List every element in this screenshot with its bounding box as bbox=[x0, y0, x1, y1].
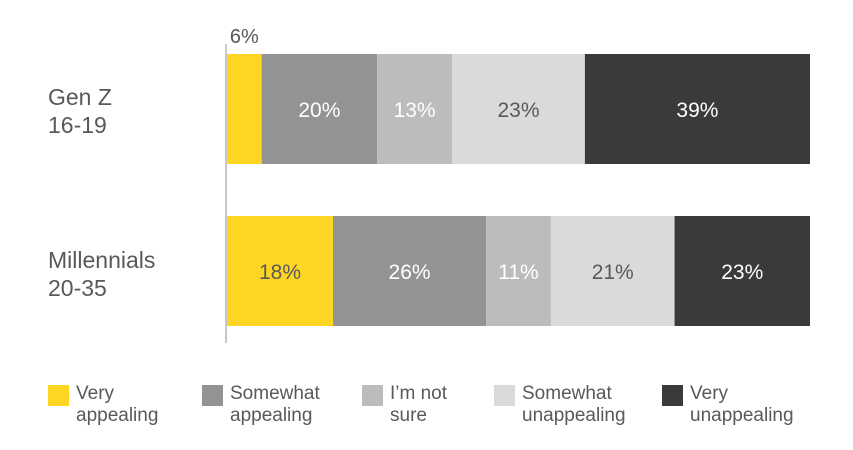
data-label-millennials-very-unappealing: 23% bbox=[721, 261, 763, 284]
category-label-millennials: Millennials 20-35 bbox=[48, 246, 218, 302]
bar-millennials-somewhat-unappealing bbox=[550, 216, 675, 326]
legend-swatch-not-sure bbox=[362, 385, 383, 406]
legend-swatch-very-unappealing bbox=[662, 385, 683, 406]
bar-gen-z-somewhat-appealing bbox=[261, 54, 378, 164]
legend-label-very-appealing-line2: appealing bbox=[76, 405, 159, 426]
legend-label-very-appealing-line1: Very bbox=[76, 383, 115, 404]
legend-label-somewhat-unappealing-line1: Somewhat bbox=[522, 383, 612, 404]
bar-gen-z-very-appealing bbox=[227, 54, 262, 164]
bar-gen-z-very-unappealing bbox=[584, 54, 810, 164]
legend-label-somewhat-appealing-line2: appealing bbox=[230, 405, 313, 426]
data-label-gen-z-very-appealing: 6% bbox=[230, 26, 259, 48]
legend-label-very-unappealing-line2: unappealing bbox=[690, 405, 794, 426]
legend-swatch-somewhat-appealing bbox=[202, 385, 223, 406]
legend-label-somewhat-unappealing: Somewhat unappealing bbox=[522, 383, 626, 427]
bar-millennials-very-appealing bbox=[227, 216, 333, 326]
data-label-gen-z-somewhat-unappealing: 23% bbox=[497, 99, 539, 122]
legend-label-somewhat-appealing: Somewhat appealing bbox=[230, 383, 320, 427]
bar-millennials-i-m-not-sure bbox=[486, 216, 551, 326]
legend-label-not-sure: I’m not sure bbox=[390, 383, 447, 427]
legend-swatch-somewhat-unappealing bbox=[494, 385, 515, 406]
legend-label-somewhat-unappealing-line2: unappealing bbox=[522, 405, 626, 426]
category-label-millennials-line2: 20-35 bbox=[48, 275, 107, 301]
legend-label-not-sure-line1: I’m not bbox=[390, 383, 448, 404]
bar-gen-z-i-m-not-sure bbox=[377, 54, 453, 164]
bar-millennials-somewhat-appealing bbox=[333, 216, 487, 326]
data-label-millennials-i-m-not-sure: 11% bbox=[498, 261, 538, 284]
legend-label-somewhat-appealing-line1: Somewhat bbox=[230, 383, 320, 404]
data-label-millennials-very-appealing: 18% bbox=[259, 261, 301, 284]
bar-gen-z-somewhat-unappealing bbox=[452, 54, 585, 164]
category-label-gen-z-line2: 16-19 bbox=[48, 112, 107, 138]
legend-label-not-sure-line2: sure bbox=[390, 405, 427, 426]
category-label-millennials-line1: Millennials bbox=[48, 247, 156, 273]
legend-label-very-unappealing-line1: Very bbox=[690, 383, 729, 404]
data-label-millennials-somewhat-appealing: 26% bbox=[389, 261, 431, 284]
category-label-gen-z-line1: Gen Z bbox=[48, 84, 112, 110]
legend-label-very-unappealing: Very unappealing bbox=[690, 383, 794, 427]
data-label-millennials-somewhat-unappealing: 21% bbox=[592, 261, 634, 284]
legend-label-very-appealing: Very appealing bbox=[76, 383, 158, 427]
bar-millennials-very-unappealing bbox=[674, 216, 810, 326]
legend-swatch-very-appealing bbox=[48, 385, 69, 406]
data-label-gen-z-i-m-not-sure: 13% bbox=[394, 99, 436, 122]
category-label-gen-z: Gen Z 16-19 bbox=[48, 83, 218, 139]
data-label-gen-z-very-unappealing: 39% bbox=[676, 99, 718, 122]
data-label-gen-z-somewhat-appealing: 20% bbox=[298, 99, 340, 122]
